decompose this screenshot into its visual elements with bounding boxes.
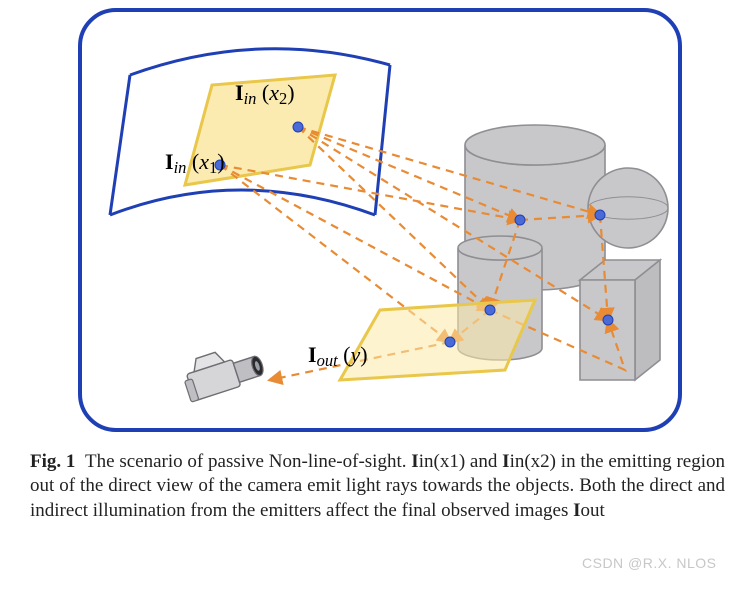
big-cylinder-top [465,125,605,165]
label-Iin-x2: Iin (x2) [235,80,295,109]
label-Iout-y: Iout (y) [308,342,368,371]
figure-panel: Iin (x2) Iin (x1) Iout (y) [0,0,755,440]
point-x2 [293,122,303,132]
point-out_plane [445,337,455,347]
figure-caption: Fig. 1 The scenario of passive Non-line-… [30,450,725,523]
point-big_cyl [515,215,525,225]
point-sphere [595,210,605,220]
watermark-text: CSDN @R.X. NLOS [582,555,717,571]
figure-svg [0,0,755,440]
point-small_cyl [485,305,495,315]
sphere [588,168,668,248]
label-Iin-x1: Iin (x1) [165,149,225,178]
box-side [635,260,660,380]
small-cylinder-top [458,236,542,260]
point-box [603,315,613,325]
box-front [580,280,635,380]
